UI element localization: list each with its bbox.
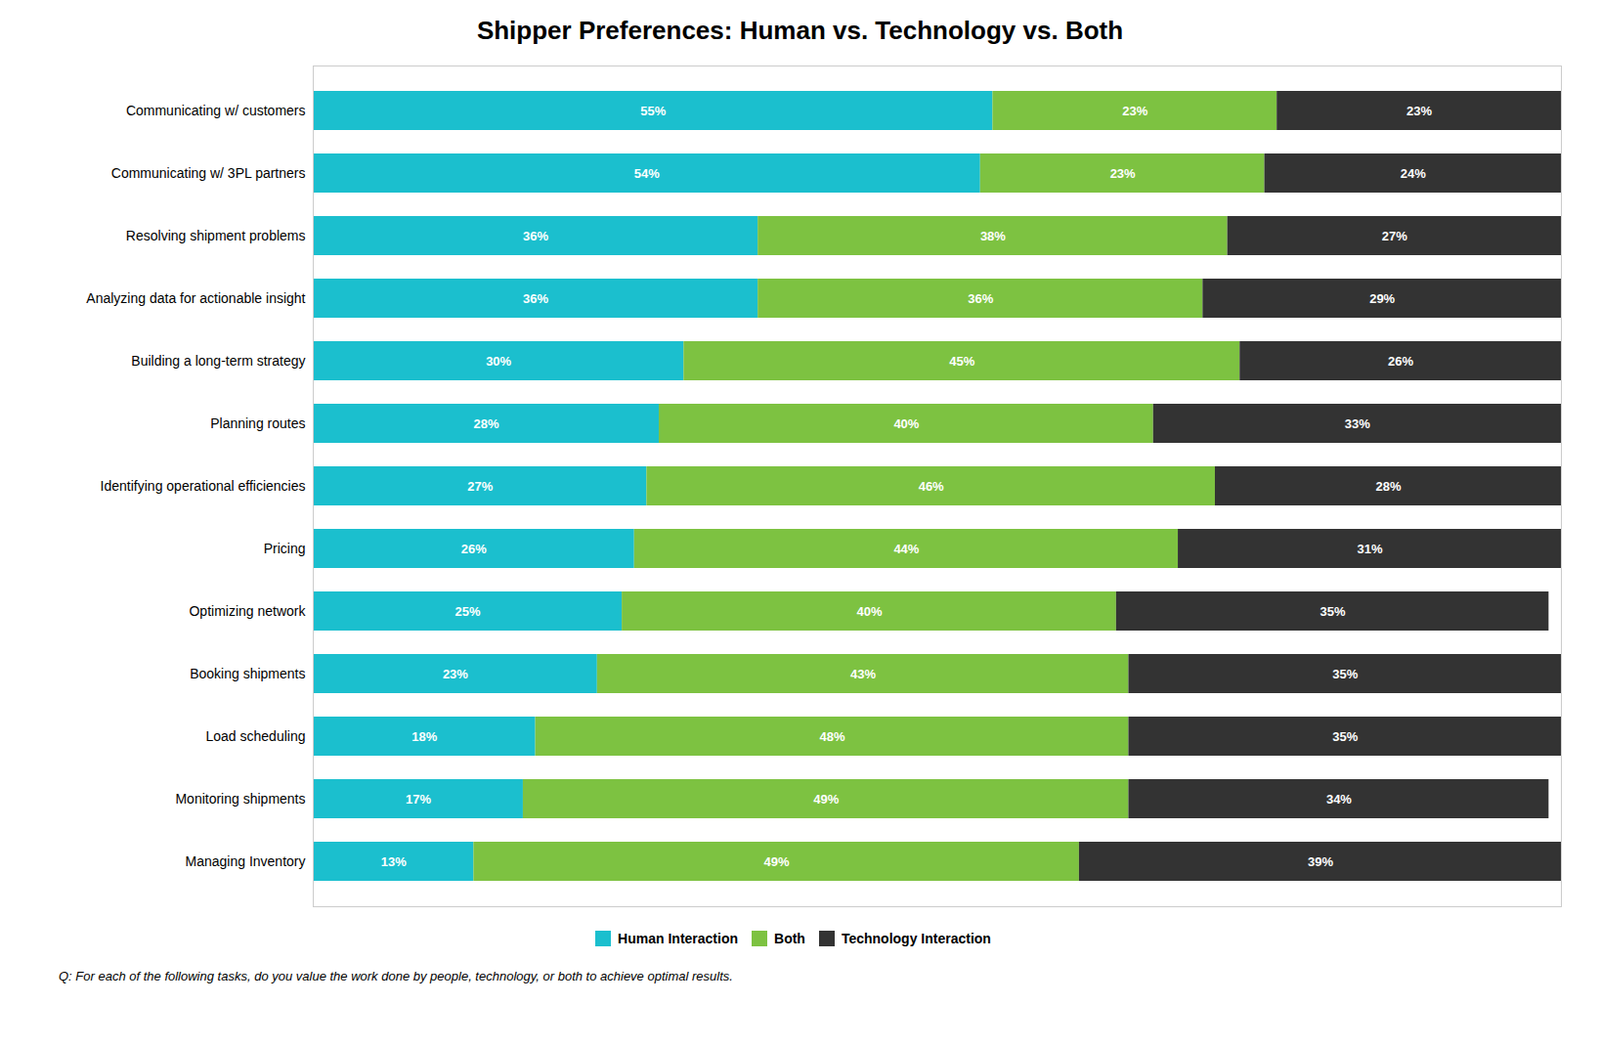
svg-text:45%: 45% xyxy=(949,353,975,369)
svg-text:24%: 24% xyxy=(1400,166,1427,181)
svg-text:27%: 27% xyxy=(1382,228,1408,244)
svg-text:Planning routes: Planning routes xyxy=(210,415,305,432)
svg-text:Identifying operational effici: Identifying operational efficiencies xyxy=(100,477,306,494)
svg-text:28%: 28% xyxy=(1375,478,1401,494)
svg-text:30%: 30% xyxy=(485,353,512,369)
svg-text:26%: 26% xyxy=(461,541,487,557)
svg-text:55%: 55% xyxy=(640,103,666,119)
svg-text:44%: 44% xyxy=(893,541,919,557)
html-text:Shipper Preferences: Human vs.: Shipper Preferences: Human vs. Technolog… xyxy=(476,15,1124,45)
svg-text:Analyzing data for actionable: Analyzing data for actionable insight xyxy=(86,290,305,306)
svg-text:Resolving shipment problems: Resolving shipment problems xyxy=(126,227,306,244)
svg-text:Optimizing network: Optimizing network xyxy=(188,603,306,619)
svg-text:36%: 36% xyxy=(522,291,549,306)
svg-text:29%: 29% xyxy=(1369,291,1395,306)
svg-text:27%: 27% xyxy=(467,478,493,494)
svg-text:49%: 49% xyxy=(813,791,839,807)
svg-text:49%: 49% xyxy=(764,854,790,869)
svg-text:35%: 35% xyxy=(1332,729,1358,744)
svg-text:39%: 39% xyxy=(1307,854,1334,869)
svg-text:23%: 23% xyxy=(442,666,469,682)
html-text:Technology Interaction: Technology Interaction xyxy=(841,929,991,946)
svg-text:Monitoring shipments: Monitoring shipments xyxy=(174,790,305,807)
svg-text:46%: 46% xyxy=(918,478,945,494)
svg-text:38%: 38% xyxy=(980,228,1006,244)
svg-text:25%: 25% xyxy=(455,604,481,619)
svg-text:40%: 40% xyxy=(893,416,919,432)
svg-text:33%: 33% xyxy=(1344,416,1371,432)
svg-text:Load scheduling: Load scheduling xyxy=(206,728,306,744)
svg-text:31%: 31% xyxy=(1357,541,1384,557)
svg-text:Managing Inventory: Managing Inventory xyxy=(185,853,306,869)
html-text:Both: Both xyxy=(774,929,806,946)
html-text:Q: For each of the following t: Q: For each of the following tasks, do y… xyxy=(58,968,733,984)
svg-text:26%: 26% xyxy=(1387,353,1414,369)
svg-text:35%: 35% xyxy=(1332,666,1358,682)
svg-text:23%: 23% xyxy=(1406,103,1432,119)
svg-text:23%: 23% xyxy=(1122,103,1148,119)
svg-text:28%: 28% xyxy=(473,416,499,432)
svg-text:54%: 54% xyxy=(634,166,660,181)
svg-text:17%: 17% xyxy=(405,791,432,807)
html-text:Human Interaction: Human Interaction xyxy=(617,929,738,946)
svg-text:Communicating w/ 3PL partners: Communicating w/ 3PL partners xyxy=(111,165,306,181)
svg-text:13%: 13% xyxy=(381,854,407,869)
svg-text:Communicating w/ customers: Communicating w/ customers xyxy=(126,102,306,119)
svg-text:Building a long-term strategy: Building a long-term strategy xyxy=(130,352,305,369)
svg-text:18%: 18% xyxy=(411,729,437,744)
svg-text:36%: 36% xyxy=(967,291,994,306)
svg-text:48%: 48% xyxy=(820,729,846,744)
svg-text:34%: 34% xyxy=(1326,791,1352,807)
svg-text:43%: 43% xyxy=(850,666,876,682)
svg-text:35%: 35% xyxy=(1320,604,1346,619)
svg-text:40%: 40% xyxy=(856,604,882,619)
svg-text:36%: 36% xyxy=(522,228,549,244)
svg-text:Booking shipments: Booking shipments xyxy=(189,665,305,682)
svg-text:23%: 23% xyxy=(1110,166,1136,181)
svg-text:Pricing: Pricing xyxy=(263,540,306,557)
